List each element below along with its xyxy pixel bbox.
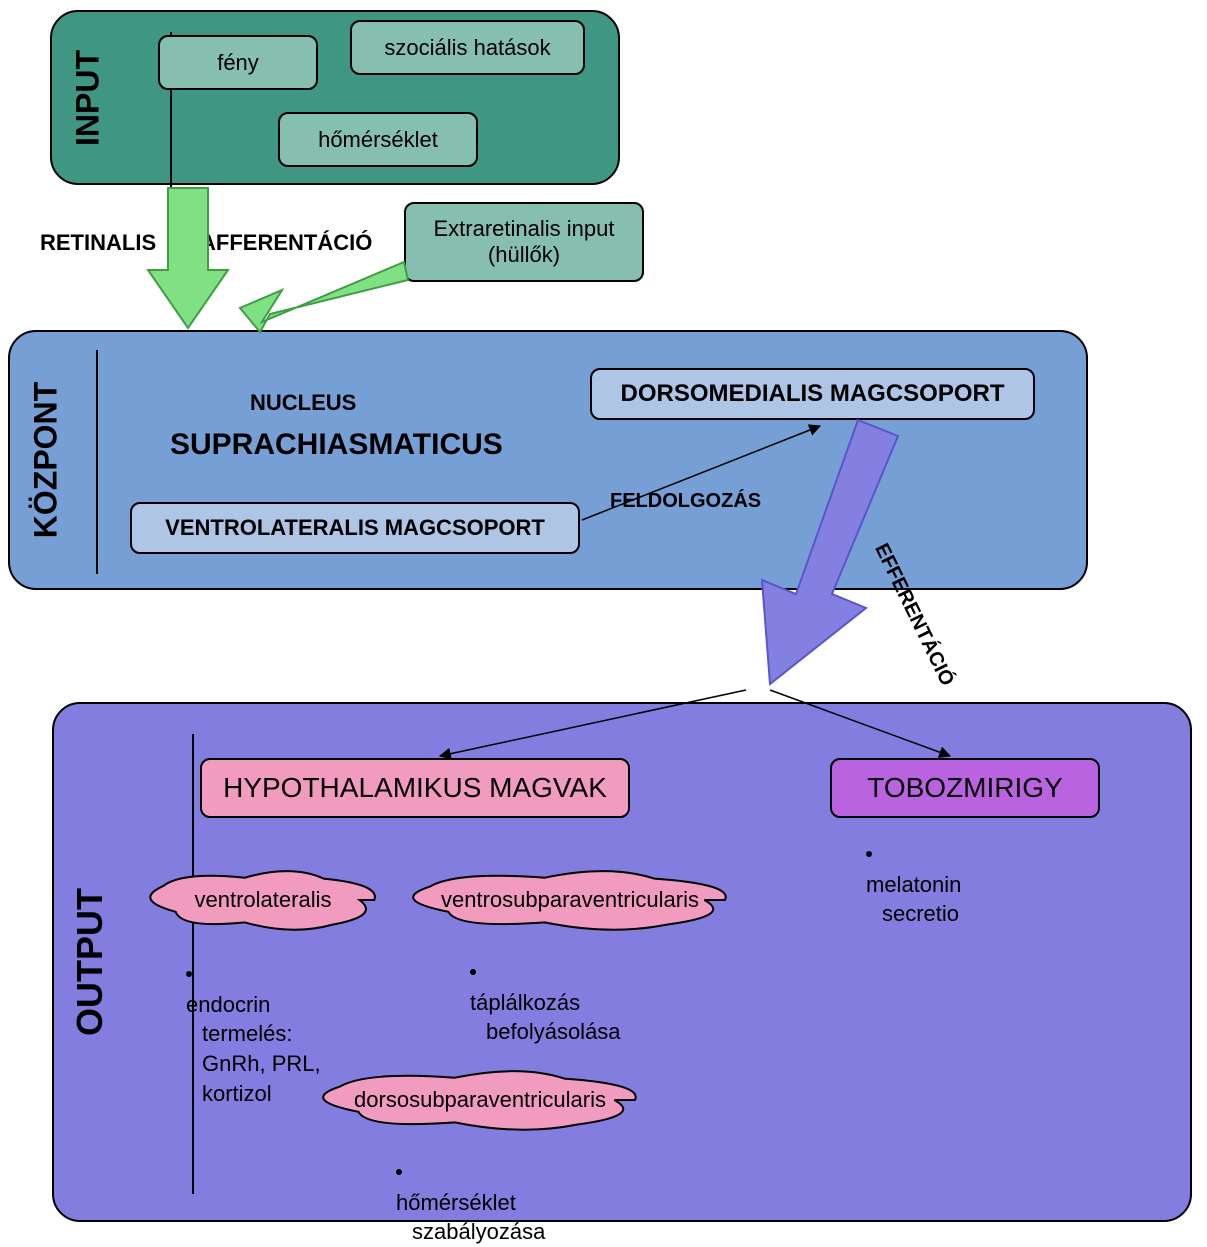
chip-ventrolat: VENTROLATERALIS MAGCSOPORT — [130, 502, 580, 554]
chip-hypomag: HYPOTHALAMIKUS MAGVAK — [200, 758, 630, 818]
chip-toboz: TOBOZMIRIGY — [830, 758, 1100, 818]
bullet-b2-line1: befolyásolása — [486, 1017, 621, 1047]
chip-dorsomed: DORSOMEDIALIS MAGCSOPORT — [590, 368, 1035, 420]
chip-extraretinal-line2: (hüllők) — [434, 242, 615, 268]
bullet-b1-line1: termelés: — [202, 1019, 321, 1049]
bullet-b3-line1: szabályozása — [412, 1217, 545, 1247]
arrow-green_from_extraret — [240, 262, 408, 332]
cloud-c1-text: ventrolateralis — [148, 860, 378, 940]
panel-input-label: INPUT — [70, 50, 107, 146]
arrow-green_block_down — [148, 188, 228, 328]
bullet-b4: melatoninsecretio — [866, 840, 961, 929]
bullet-b4-line1: secretio — [882, 899, 961, 929]
label-suprachias: SUPRACHIASMATICUS — [170, 428, 503, 462]
diagram-canvas: INPUT KÖZPONT OUTPUT fény szociális hatások h… — [0, 0, 1207, 1241]
panel-kozpont-label: KÖZPONT — [28, 382, 65, 538]
cloud-c2-text: ventrosubparaventricularis — [410, 860, 730, 940]
cloud-c3-text: dorsosubparaventricularis — [320, 1060, 640, 1140]
chip-feny: fény — [158, 35, 318, 90]
panel-kozpont-divider — [96, 350, 98, 574]
label-nucleus: NUCLEUS — [250, 390, 356, 416]
label-feldolgozas: FELDOLGOZÁS — [610, 490, 761, 513]
bullet-b2-line0: táplálkozás — [470, 988, 621, 1018]
label-afferentacio: AFFERENTÁCIÓ — [200, 230, 372, 256]
bullet-b2: táplálkozásbefolyásolása — [470, 958, 621, 1047]
cloud-c3: dorsosubparaventricularis — [320, 1060, 640, 1140]
chip-szoc: szociális hatások — [350, 20, 585, 75]
cloud-c1: ventrolateralis — [148, 860, 378, 940]
bullet-b4-line0: melatonin — [866, 870, 961, 900]
bullet-b3-line0: hőmérséklet — [396, 1188, 545, 1218]
bullet-b1-line0: endocrin — [186, 990, 321, 1020]
chip-extraretinal-line1: Extraretinalis input — [434, 216, 615, 242]
cloud-c2: ventrosubparaventricularis — [410, 860, 730, 940]
bullet-b1-line3: kortizol — [202, 1079, 321, 1109]
chip-homerseklet: hőmérséklet — [278, 112, 478, 167]
chip-extraretinal: Extraretinalis input(hüllők) — [404, 202, 644, 282]
panel-output-label: OUTPUT — [69, 888, 111, 1036]
bullet-b1-line2: GnRh, PRL, — [202, 1049, 321, 1079]
bullet-b1: endocrintermelés:GnRh, PRL,kortizol — [186, 960, 321, 1108]
bullet-b3: hőmérsékletszabályozása — [396, 1158, 545, 1247]
label-retinalis: RETINALIS — [40, 230, 156, 256]
